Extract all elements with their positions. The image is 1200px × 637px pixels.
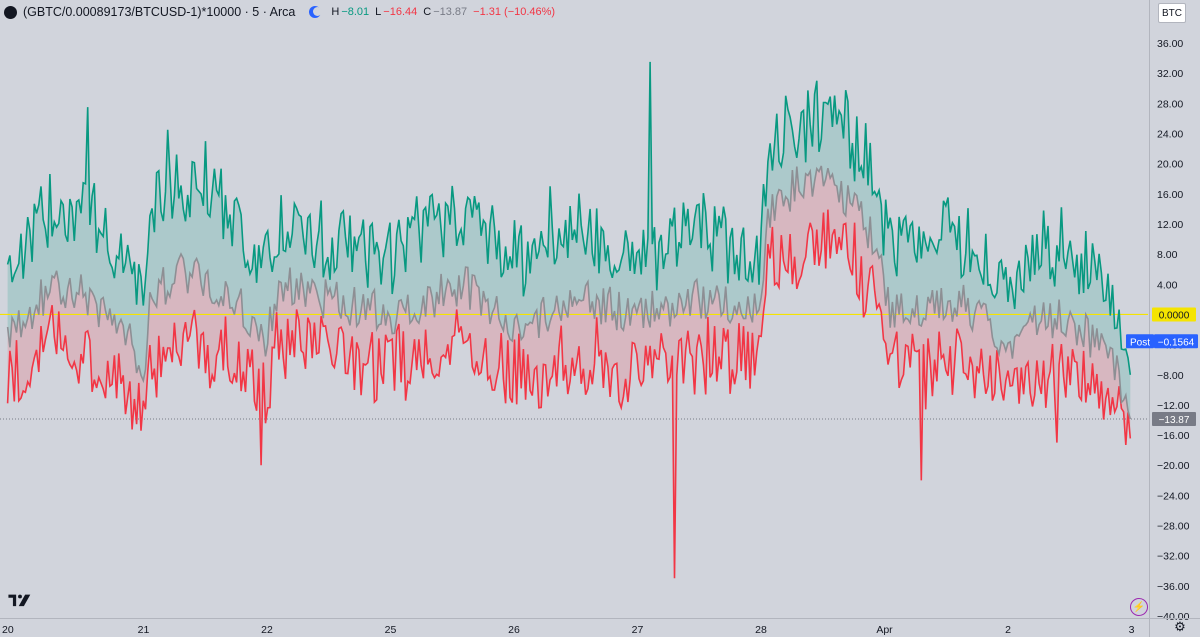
y-tick-label: 36.00 bbox=[1157, 38, 1183, 50]
tradingview-logo-icon[interactable] bbox=[6, 592, 34, 610]
ohlc-change: −1.31 (−10.46%) bbox=[473, 6, 556, 18]
x-tick-label: 2 bbox=[1005, 624, 1011, 636]
symbol-title[interactable]: (GBTC/0.00089173/BTCUSD-1)*10000 · 5 · A… bbox=[23, 5, 296, 19]
close-low-fill bbox=[7, 165, 1131, 579]
last-price-tag: −13.87 bbox=[1159, 415, 1190, 426]
x-tick-label: 21 bbox=[138, 624, 150, 636]
ohlc-low: L −16.44 bbox=[375, 6, 417, 18]
zero-price-tag: 0.0000 bbox=[1159, 310, 1190, 321]
ohlc-high-value: −8.01 bbox=[341, 6, 370, 18]
x-tick-label: 25 bbox=[385, 624, 397, 636]
y-tick-label: −8.00 bbox=[1157, 370, 1184, 382]
y-tick-label: 16.00 bbox=[1157, 189, 1183, 201]
y-tick-label: −20.00 bbox=[1157, 460, 1190, 472]
y-tick-label: 8.00 bbox=[1157, 249, 1178, 261]
flash-icon[interactable]: ⚡ bbox=[1130, 598, 1148, 616]
y-tick-label: 12.00 bbox=[1157, 219, 1183, 231]
x-tick-label: 26 bbox=[508, 624, 520, 636]
post-value-tag-bg bbox=[1154, 334, 1198, 349]
y-tick-label: −36.00 bbox=[1157, 581, 1190, 593]
post-value-tag: −0.1564 bbox=[1158, 337, 1195, 348]
y-tick-label: −40.00 bbox=[1157, 611, 1190, 623]
post-label-tag: Post bbox=[1130, 337, 1150, 348]
y-tick-label: −32.00 bbox=[1157, 551, 1190, 563]
low-series-line[interactable] bbox=[6, 209, 1132, 579]
ohlc-high-label: H bbox=[331, 6, 340, 18]
symbol-logo-icon bbox=[4, 5, 17, 19]
close-series-line[interactable] bbox=[6, 165, 1132, 420]
y-tick-label: −24.00 bbox=[1157, 490, 1190, 502]
ohlc-low-label: L bbox=[375, 6, 382, 18]
ohlc-close-value: −13.87 bbox=[433, 6, 468, 18]
y-tick-label: −28.00 bbox=[1157, 521, 1190, 533]
y-tick-label: 4.00 bbox=[1157, 279, 1178, 291]
x-tick-label: 22 bbox=[261, 624, 273, 636]
ohlc-high: H −8.01 bbox=[331, 6, 369, 18]
x-tick-label: 3 bbox=[1129, 624, 1135, 636]
post-label-tag-bg bbox=[1126, 334, 1154, 349]
currency-button[interactable]: BTC bbox=[1158, 3, 1186, 23]
y-tick-label: 32.00 bbox=[1157, 68, 1183, 80]
last-price-tag-bg bbox=[1152, 412, 1196, 427]
ohlc-close: C −13.87 bbox=[423, 6, 467, 18]
y-tick-label: −16.00 bbox=[1157, 430, 1190, 442]
y-tick-label: −12.00 bbox=[1157, 400, 1190, 412]
y-tick-label: 24.00 bbox=[1157, 129, 1183, 141]
zero-price-tag-bg bbox=[1152, 307, 1196, 322]
x-tick-label: Apr bbox=[876, 624, 893, 636]
y-tick-label: 28.00 bbox=[1157, 98, 1183, 110]
ohlc-values: H −8.01 L −16.44 C −13.87 −1.31 (−10.46%… bbox=[331, 6, 555, 18]
ohlc-low-value: −16.44 bbox=[383, 6, 418, 18]
gear-icon[interactable]: ⚙ bbox=[1174, 619, 1186, 634]
moon-icon[interactable] bbox=[309, 6, 323, 18]
chart-header: (GBTC/0.00089173/BTCUSD-1)*10000 · 5 · A… bbox=[0, 0, 555, 24]
x-tick-label: 20 bbox=[2, 624, 14, 636]
high-series-line[interactable] bbox=[6, 61, 1132, 375]
ohlc-close-label: C bbox=[423, 6, 432, 18]
x-tick-label: 28 bbox=[755, 624, 767, 636]
x-tick-label: 27 bbox=[632, 624, 644, 636]
y-tick-label: 20.00 bbox=[1157, 159, 1183, 171]
